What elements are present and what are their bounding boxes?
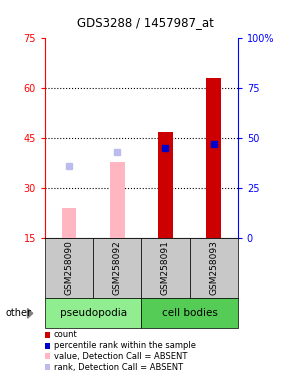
Text: cell bodies: cell bodies <box>162 308 218 318</box>
Text: GSM258093: GSM258093 <box>209 240 218 295</box>
Bar <box>110 162 124 238</box>
Bar <box>62 208 76 238</box>
Text: GSM258092: GSM258092 <box>113 240 122 295</box>
Bar <box>206 78 221 238</box>
Text: value, Detection Call = ABSENT: value, Detection Call = ABSENT <box>54 352 187 361</box>
Text: GSM258091: GSM258091 <box>161 240 170 295</box>
Text: percentile rank within the sample: percentile rank within the sample <box>54 341 196 350</box>
Text: GSM258090: GSM258090 <box>65 240 74 295</box>
Text: other: other <box>6 308 32 318</box>
Text: rank, Detection Call = ABSENT: rank, Detection Call = ABSENT <box>54 362 183 372</box>
Text: GDS3288 / 1457987_at: GDS3288 / 1457987_at <box>77 16 213 29</box>
Bar <box>158 132 173 238</box>
Text: count: count <box>54 330 78 339</box>
Text: pseudopodia: pseudopodia <box>60 308 127 318</box>
